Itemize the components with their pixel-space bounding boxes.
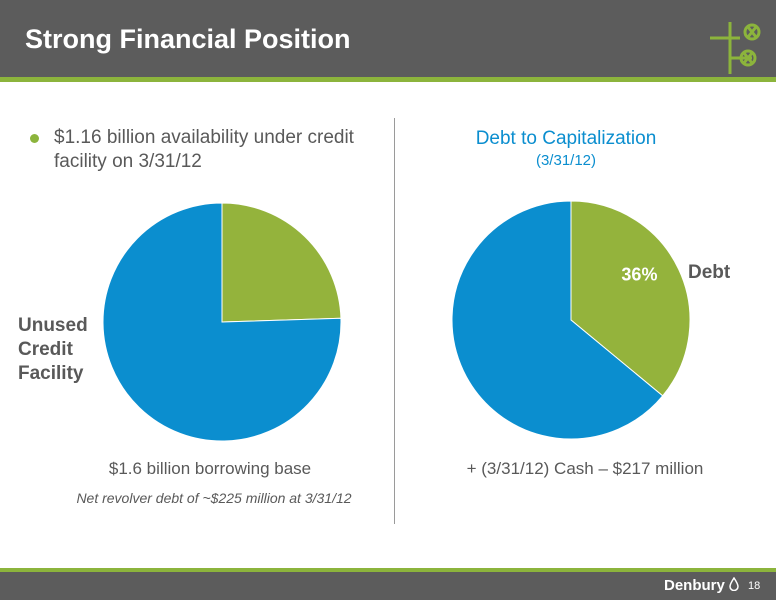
unused-credit-label: Unused Credit Facility bbox=[18, 315, 88, 384]
footer-bar bbox=[0, 572, 776, 600]
chart-title: Debt to Capitalization bbox=[475, 128, 657, 149]
oil-drop-icon bbox=[729, 577, 739, 591]
brand-logo: Denbury bbox=[664, 577, 725, 594]
bullet-text: $1.16 billion availability under credit … bbox=[54, 127, 354, 172]
wellhead-valve-icon bbox=[710, 22, 761, 74]
bullet-dot-icon bbox=[30, 134, 39, 143]
revolver-note: Net revolver debt of ~$225 million at 3/… bbox=[76, 490, 352, 506]
chart-subtitle: (3/31/12) bbox=[535, 152, 597, 169]
pie1-slice-2 bbox=[102, 202, 342, 442]
page-number: 18 bbox=[748, 580, 761, 592]
page-title: Strong Financial Position bbox=[25, 24, 351, 54]
pie2-slice-1-label: 36% bbox=[621, 265, 657, 285]
borrowing-base-caption: $1.6 billion borrowing base bbox=[108, 459, 312, 478]
pie2-slice-1 bbox=[570, 200, 691, 397]
header-bar bbox=[0, 0, 776, 77]
debt-label: Debt bbox=[688, 262, 731, 283]
pie2-slice-2 bbox=[451, 200, 664, 440]
column-divider bbox=[394, 118, 395, 524]
footer-accent-line bbox=[0, 568, 776, 572]
cash-caption: + (3/31/12) Cash – $217 million bbox=[466, 459, 704, 478]
header-accent-line bbox=[0, 77, 776, 82]
pie1-slice-1 bbox=[221, 202, 342, 323]
